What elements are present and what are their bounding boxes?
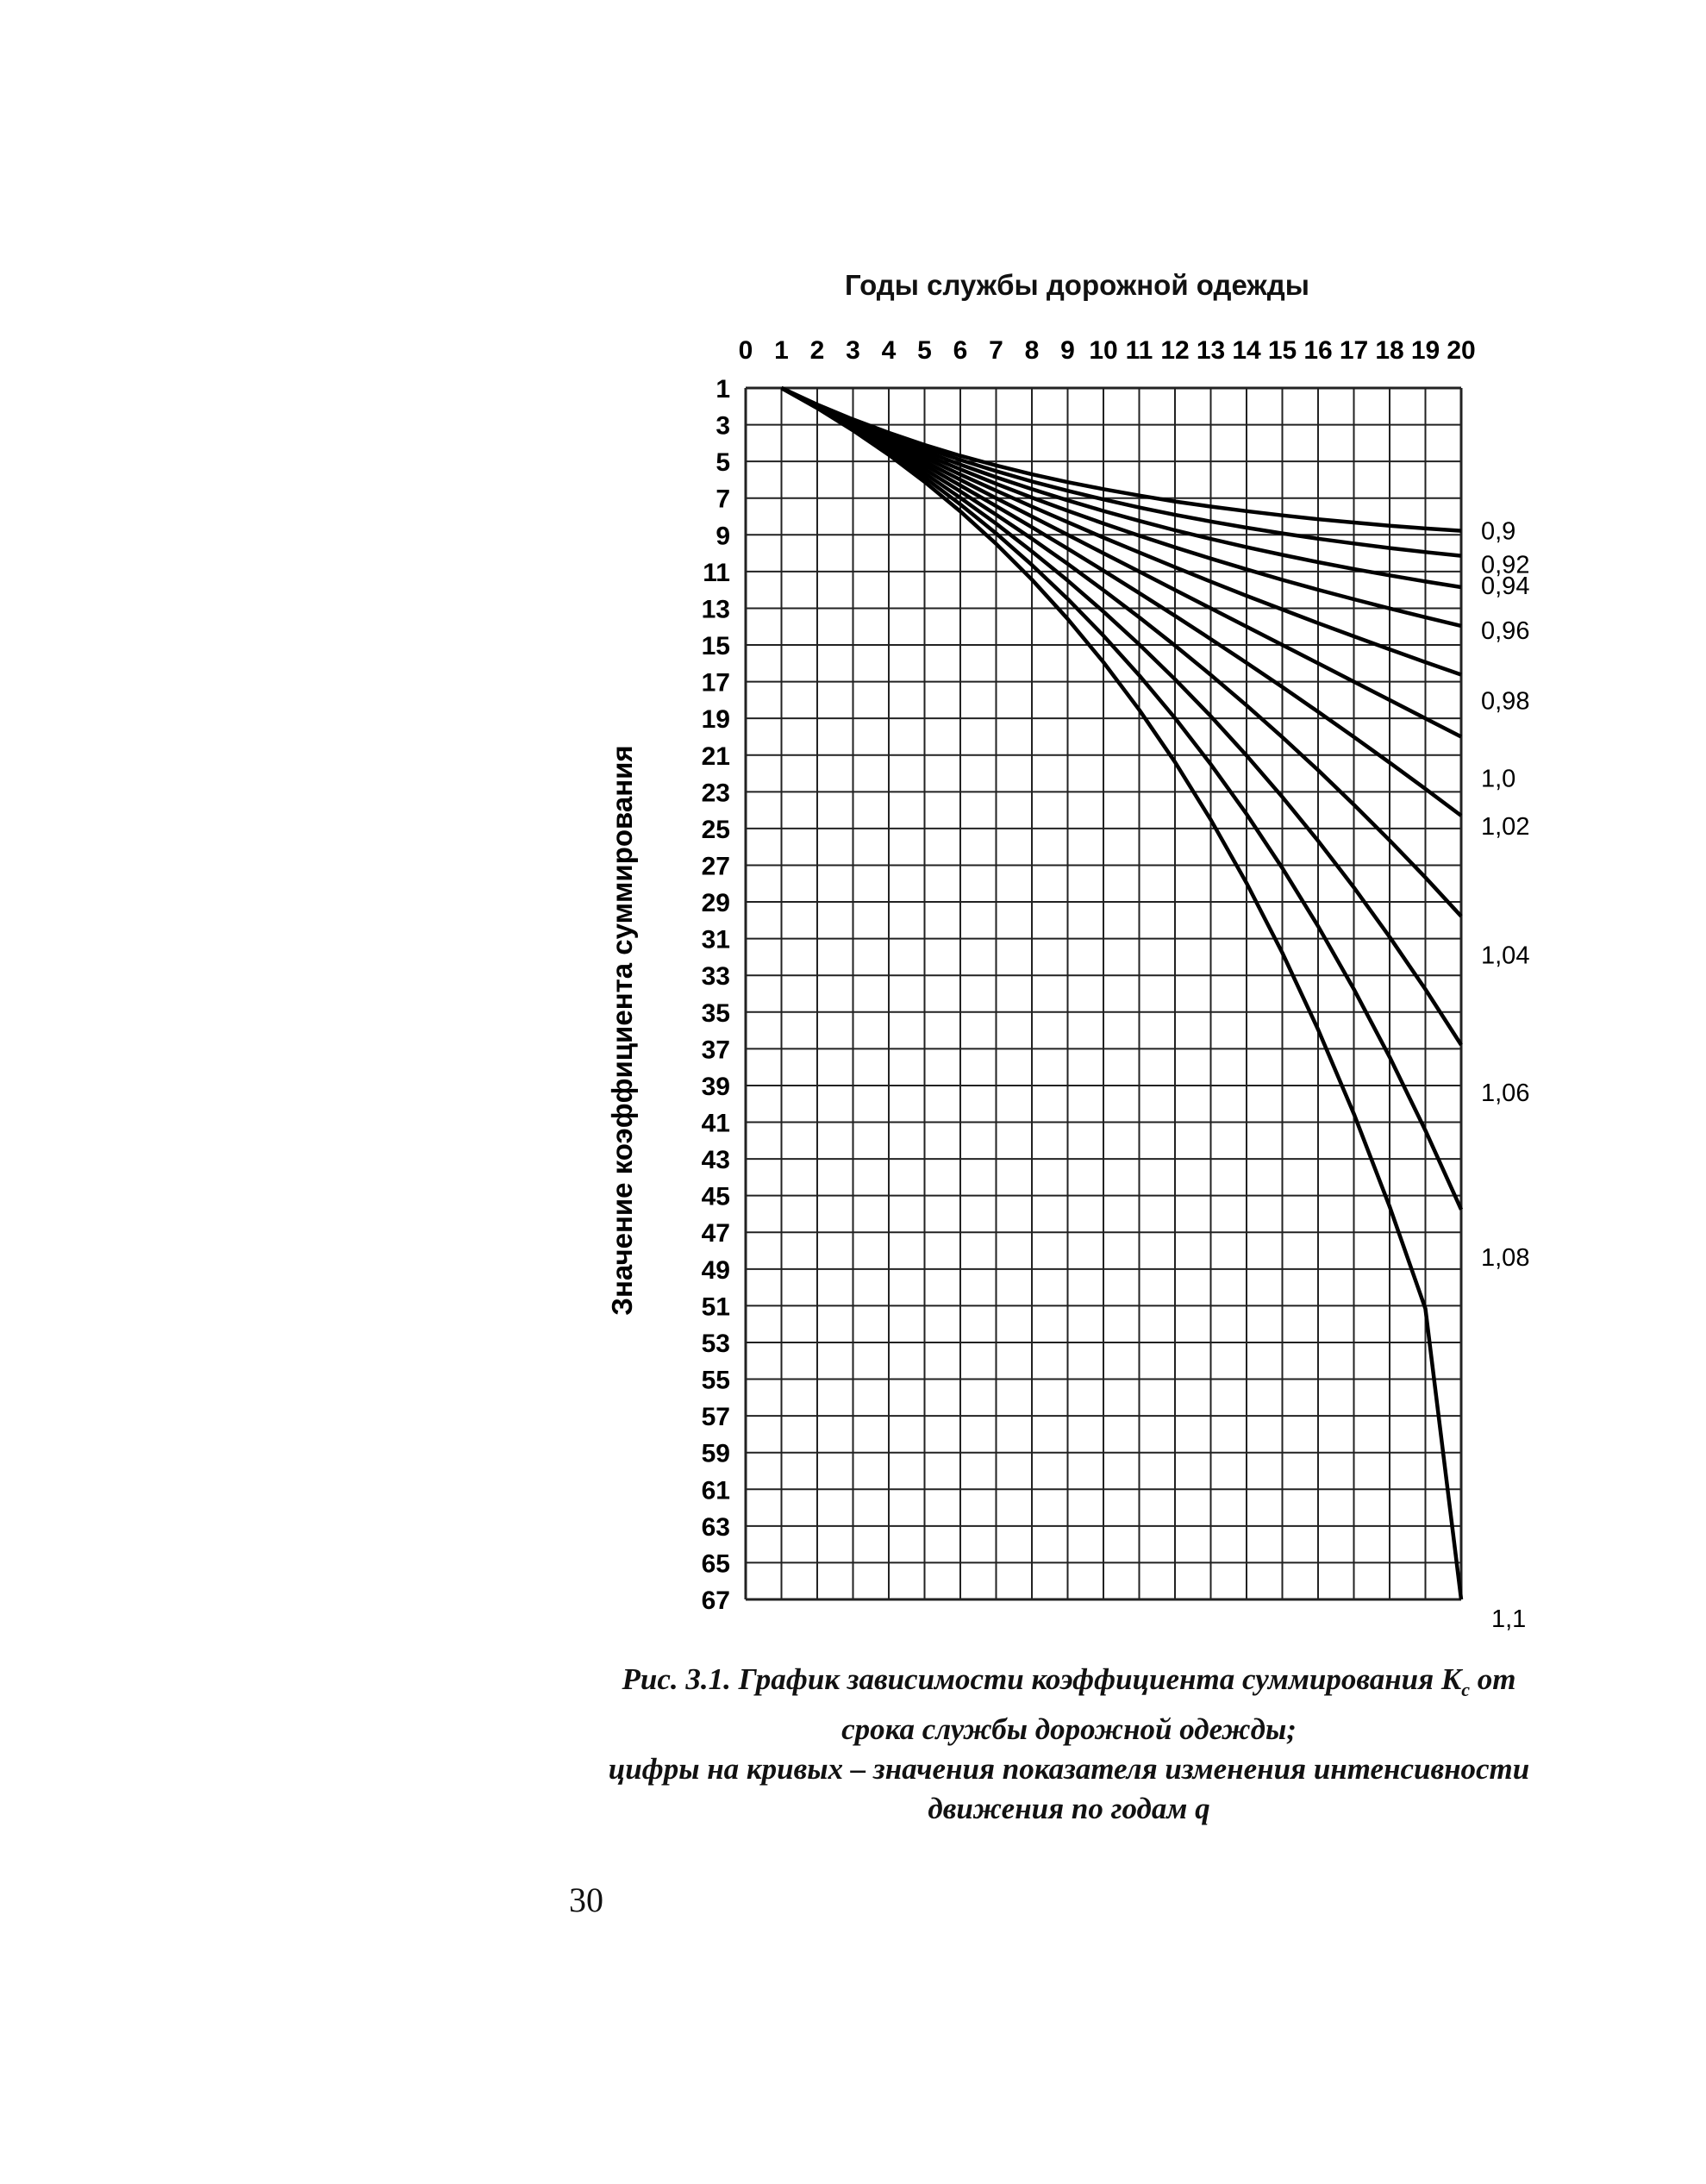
curve-label: 0,98 [1481,688,1529,716]
x-tick-label: 8 [1025,336,1040,365]
y-tick-label: 43 [702,1146,730,1174]
curve-labels: 0,9 0,920,94 0,96 0,98 1,0 1,02 1,04 1,06 1,08 1,… [1481,518,1529,1633]
x-tick-label: 2 [810,336,825,365]
y-tick-label: 47 [702,1219,730,1248]
x-tick-label: 18 [1375,336,1403,365]
y-tick-label: 5 [716,448,730,477]
y-tick-label: 67 [702,1586,730,1615]
curve-line [780,385,1463,739]
x-tick-label: 10 [1089,336,1117,365]
curve-label: 1,0 [1481,765,1515,792]
curve-label: 0,9 [1481,518,1515,546]
curve-line [780,385,1462,629]
x-tick-label: 14 [1232,336,1261,365]
y-tick-label: 53 [702,1330,730,1358]
chart-curves [780,385,1464,1600]
y-tick-label: 49 [702,1256,730,1285]
y-tick-label: 3 [716,412,730,441]
caption-line-2: срока службы дорожной одежды; [841,1712,1297,1746]
x-tick-label: 3 [846,336,860,365]
curve-label: 1,06 [1481,1079,1529,1107]
x-tick-label: 4 [882,336,897,365]
y-tick-label: 51 [702,1292,730,1321]
x-axis-ticks: 0 1 2 3 4 5 6 7 8 9 10 11 12 13 14 15 16 17 18 19 20 [739,336,1476,365]
y-axis-label: Значение коэффициента суммирования [606,745,638,1315]
y-tick-label: 35 [702,999,730,1028]
figure-caption: Рис. 3.1. График зависимости коэффициент… [552,1660,1586,1829]
curve-line [780,385,1462,558]
y-tick-label: 27 [702,852,730,880]
x-axis-label: Годы службы дорожной одежды [845,269,1309,301]
x-tick-label: 9 [1060,336,1075,365]
x-tick-label: 1 [774,336,789,365]
y-tick-label: 7 [716,485,730,514]
x-tick-label: 11 [1126,336,1153,365]
curve-line [780,386,1463,817]
y-tick-label: 23 [702,779,730,807]
y-tick-label: 31 [702,926,730,954]
y-axis-ticks: 1357911131517192123252729313335373941434… [702,375,730,1615]
y-tick-label: 17 [702,669,730,698]
x-tick-label: 6 [953,336,968,365]
y-tick-label: 39 [702,1073,730,1101]
y-tick-label: 57 [702,1403,730,1431]
x-tick-label: 15 [1268,336,1297,365]
curve-line [780,386,1464,1600]
y-tick-label: 65 [702,1549,730,1578]
y-tick-label: 25 [702,816,730,844]
y-tick-label: 55 [702,1367,730,1395]
caption-line-1: Рис. 3.1. График зависимости коэффициент… [622,1662,1516,1700]
curve-line [780,386,1464,1211]
y-tick-label: 37 [702,1036,730,1064]
x-tick-label: 7 [989,336,1003,365]
curve-label: 1,1 [1491,1605,1526,1633]
x-tick-label: 13 [1197,336,1225,365]
y-tick-label: 45 [702,1183,730,1211]
x-tick-label: 17 [1340,336,1368,365]
curve-line [780,386,1463,918]
curve-line [780,385,1462,533]
curve-label: 1,02 [1481,813,1529,841]
curve-label: 1,08 [1481,1244,1529,1272]
y-tick-label: 11 [703,559,730,587]
x-tick-label: 19 [1411,336,1440,365]
chart-grid [744,386,1463,1601]
caption-line-4: движения по годам q [928,1792,1210,1825]
x-tick-label: 16 [1303,336,1332,365]
curve-label: 1,04 [1481,942,1529,970]
y-tick-label: 29 [702,889,730,917]
y-tick-label: 9 [716,522,730,550]
x-tick-label: 0 [739,336,753,365]
y-tick-label: 63 [702,1513,730,1542]
curve-line [780,385,1462,590]
y-tick-label: 61 [702,1476,730,1505]
y-tick-label: 19 [702,705,730,734]
caption-line-3: цифры на кривых – значения показателя из… [608,1752,1530,1786]
curve-label: 0,92 [1481,552,1529,579]
y-tick-label: 21 [702,742,730,771]
y-tick-label: 13 [702,595,730,623]
y-tick-label: 1 [716,375,730,404]
curve-label: 0,94 [1481,573,1529,600]
y-tick-label: 33 [702,962,730,991]
curve-label: 0,96 [1481,617,1529,645]
y-tick-label: 41 [702,1110,730,1138]
curve-line [780,386,1463,1047]
x-tick-label: 12 [1160,336,1189,365]
x-tick-label: 20 [1447,336,1475,365]
page-number: 30 [569,1880,603,1919]
y-tick-label: 15 [702,632,730,660]
x-tick-label: 5 [917,336,932,365]
curve-line [780,385,1462,677]
y-tick-label: 59 [702,1440,730,1468]
